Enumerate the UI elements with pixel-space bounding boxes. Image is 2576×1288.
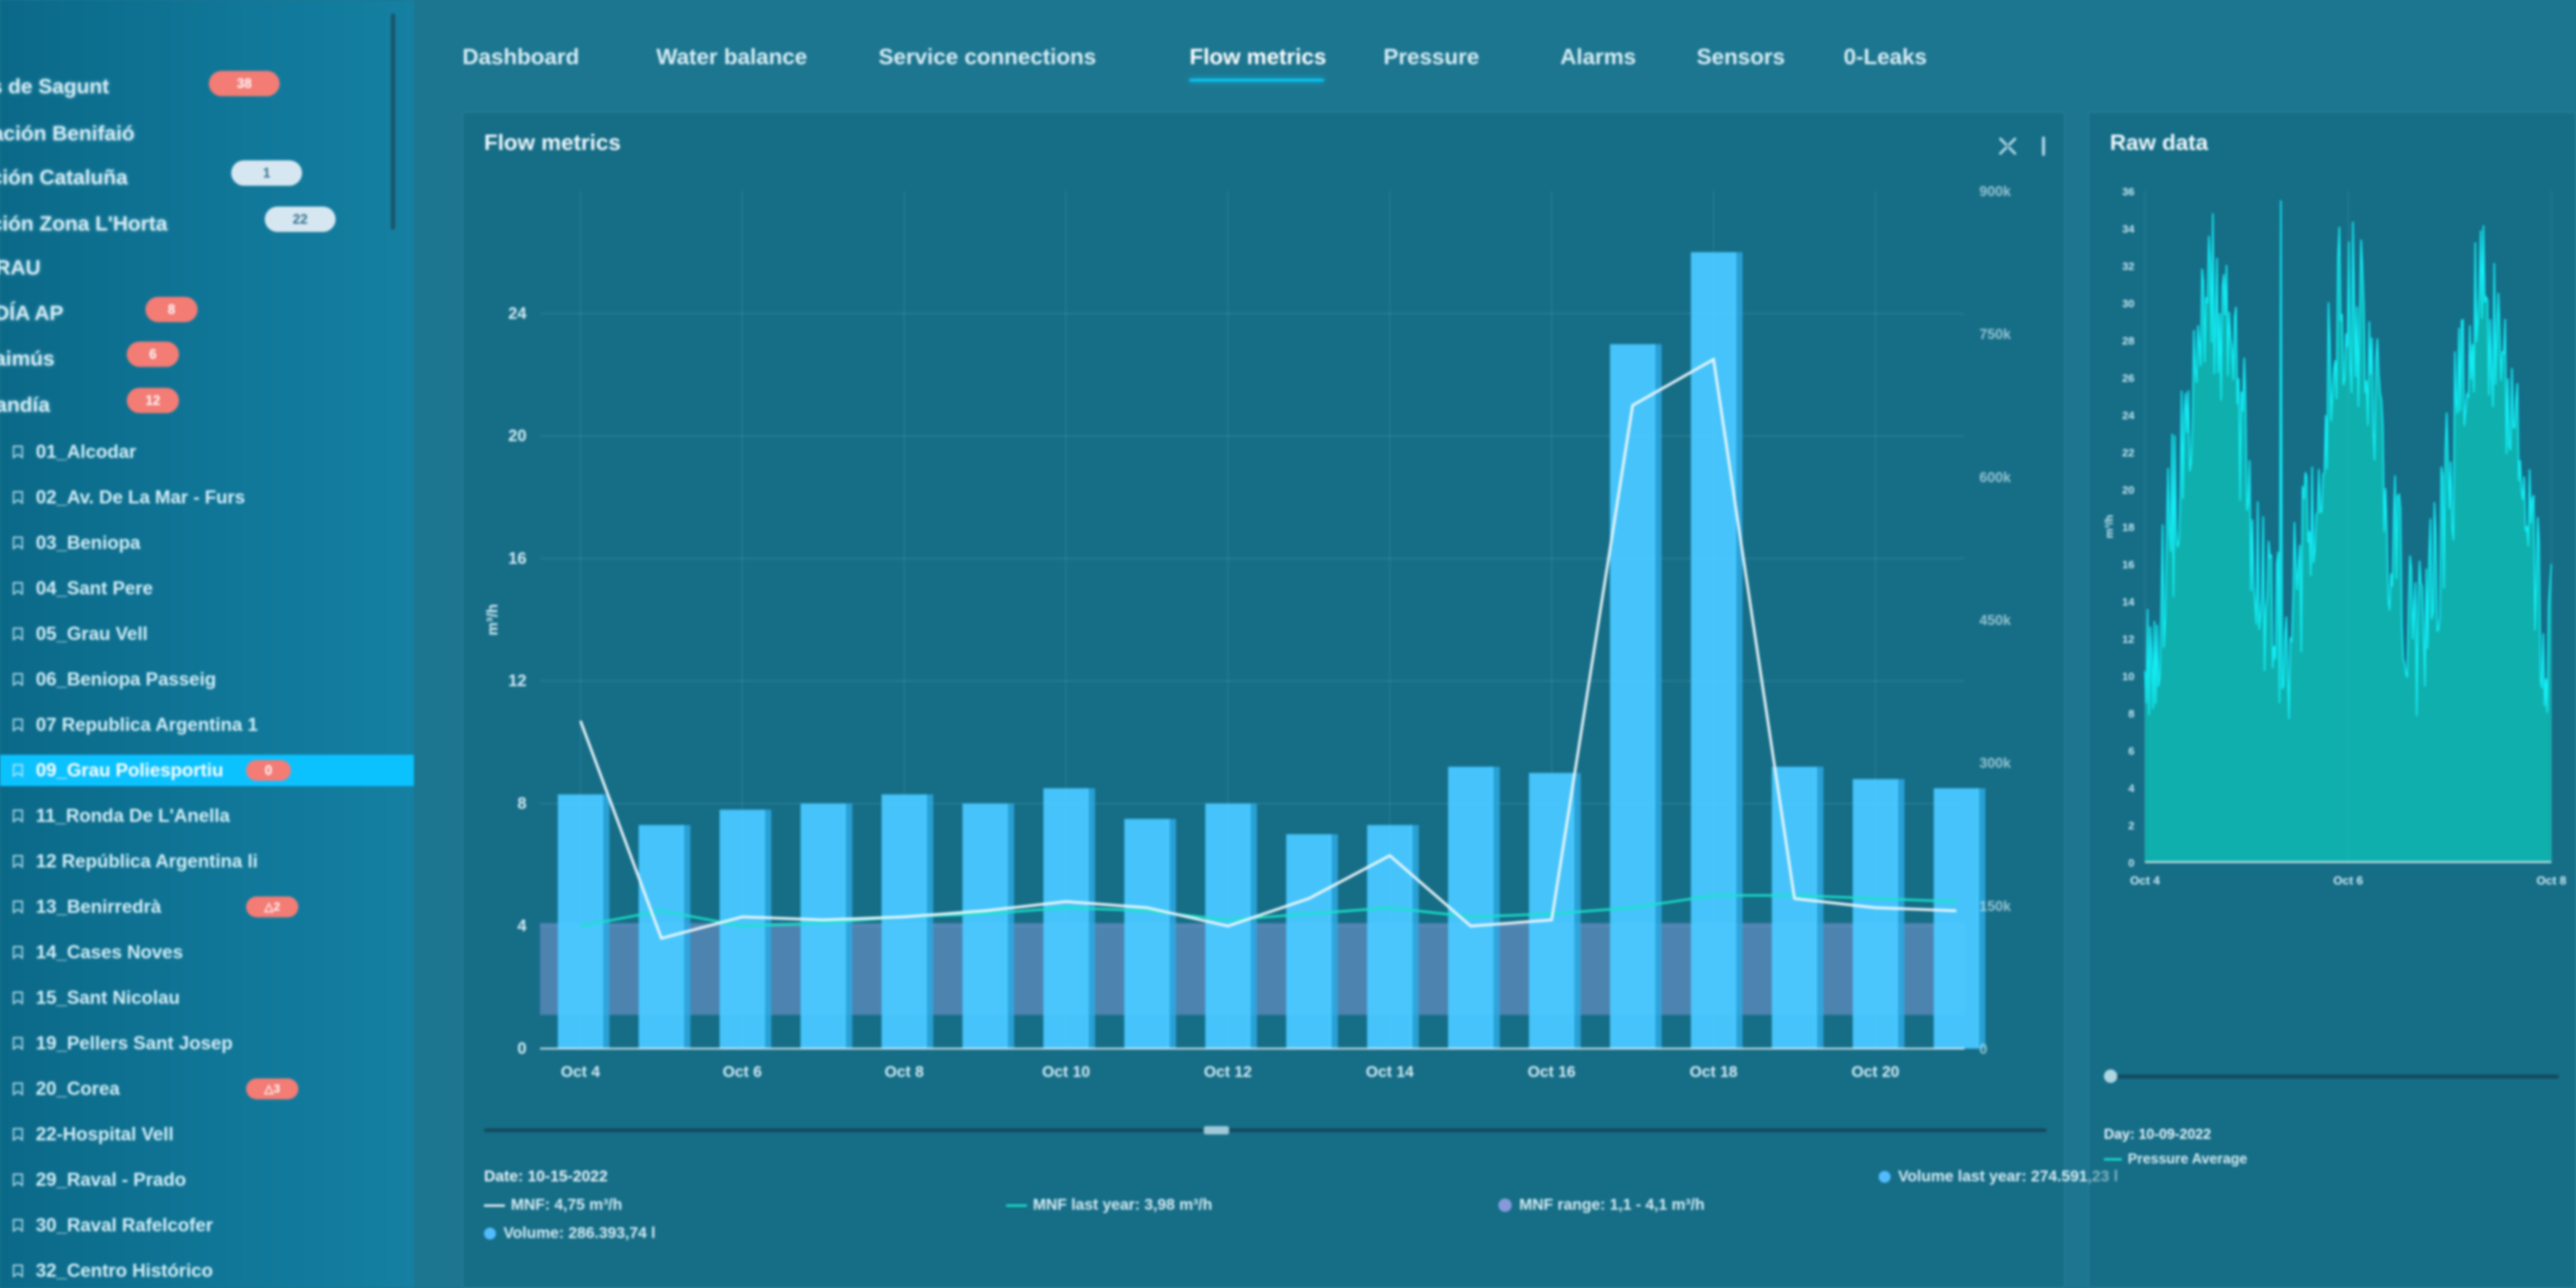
svg-text:Oct 4: Oct 4	[561, 1064, 600, 1081]
svg-text:Oct 8: Oct 8	[885, 1064, 924, 1081]
svg-text:Oct 18: Oct 18	[1689, 1064, 1738, 1081]
svg-text:Oct 20: Oct 20	[1851, 1064, 1899, 1081]
svg-text:600k: 600k	[1979, 470, 2011, 486]
svg-text:m³/h: m³/h	[2103, 515, 2116, 538]
svg-text:20: 20	[2122, 484, 2134, 497]
svg-text:26: 26	[2122, 372, 2134, 385]
svg-text:30: 30	[2122, 298, 2134, 310]
svg-text:32: 32	[2122, 260, 2134, 273]
svg-text:Oct 12: Oct 12	[1204, 1064, 1251, 1081]
svg-text:6: 6	[2129, 745, 2134, 758]
svg-text:24: 24	[509, 304, 527, 322]
svg-text:28: 28	[2122, 335, 2134, 348]
svg-text:14: 14	[2122, 596, 2134, 609]
svg-text:Oct 14: Oct 14	[1366, 1064, 1414, 1081]
svg-text:12: 12	[509, 671, 527, 690]
svg-text:0: 0	[2129, 857, 2134, 870]
svg-text:150k: 150k	[1979, 899, 2011, 914]
svg-text:22: 22	[2122, 447, 2134, 459]
svg-text:4: 4	[2129, 782, 2135, 795]
svg-text:8: 8	[2129, 708, 2134, 720]
svg-text:900k: 900k	[1979, 184, 2011, 200]
svg-text:16: 16	[509, 549, 527, 568]
svg-text:18: 18	[2122, 521, 2134, 534]
svg-text:450k: 450k	[1979, 613, 2011, 629]
svg-text:2: 2	[2129, 820, 2134, 832]
svg-text:20: 20	[509, 427, 527, 445]
svg-text:Oct 6: Oct 6	[2333, 875, 2363, 888]
svg-text:0: 0	[518, 1039, 527, 1058]
svg-text:0: 0	[1979, 1042, 1988, 1058]
svg-text:8: 8	[518, 794, 527, 812]
svg-text:m³/h: m³/h	[485, 604, 501, 635]
svg-text:300k: 300k	[1979, 756, 2011, 772]
svg-text:Oct 4: Oct 4	[2130, 875, 2160, 888]
svg-text:10: 10	[2122, 670, 2134, 683]
svg-text:750k: 750k	[1979, 327, 2011, 343]
svg-text:Oct 16: Oct 16	[1527, 1064, 1575, 1081]
svg-text:34: 34	[2122, 223, 2134, 236]
svg-text:4: 4	[518, 917, 527, 935]
svg-text:Oct 10: Oct 10	[1042, 1064, 1090, 1081]
svg-text:16: 16	[2122, 559, 2134, 571]
svg-text:Oct 8: Oct 8	[2536, 875, 2566, 888]
svg-text:Oct 6: Oct 6	[723, 1064, 762, 1081]
svg-text:12: 12	[2122, 633, 2134, 646]
svg-text:36: 36	[2122, 186, 2134, 198]
svg-text:24: 24	[2122, 409, 2134, 422]
